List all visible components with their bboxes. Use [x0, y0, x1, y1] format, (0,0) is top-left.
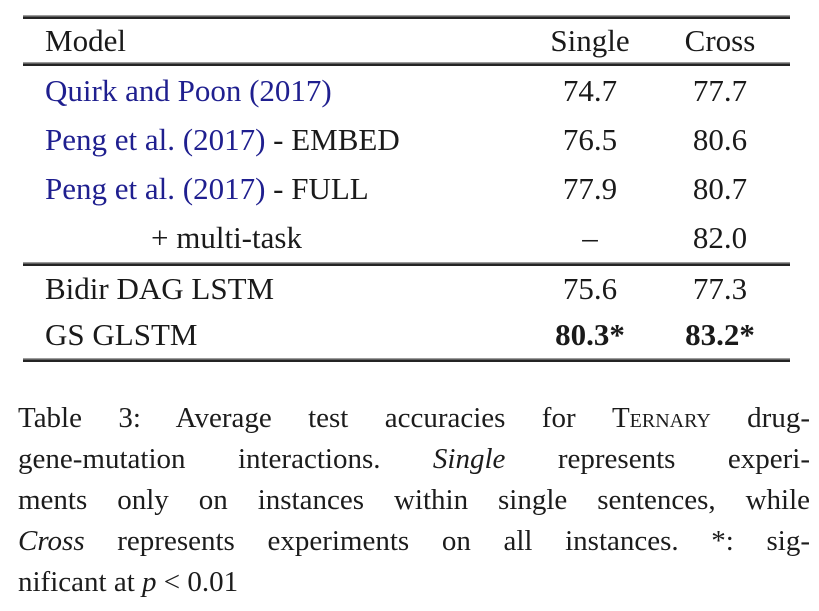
table-caption: Table 3: Average test accuracies for Ter… [18, 398, 810, 603]
cross-value: 77.3 [692, 271, 748, 306]
table-row: GS GLSTM 80.3* 83.2* [23, 312, 790, 358]
cross-value: 80.7 [692, 170, 748, 206]
table-top-rule [23, 15, 790, 19]
caption-line: gene-mutation interactions. Single repre… [18, 439, 810, 480]
caption-smallcaps-ternary: Ternary [611, 402, 711, 434]
model-cell: Peng et al. (2017) - FULL [23, 171, 530, 207]
model-cell: Peng et al. (2017) - EMBED [23, 122, 530, 158]
results-table: Model Single Cross Quirk and Poon (2017)… [23, 15, 790, 362]
single-value: 74.7 [562, 72, 618, 108]
caption-text: Table 3: Average test accuracies for [18, 402, 612, 434]
column-header-cross: Cross [684, 22, 756, 58]
caption-text: < 0.01 [156, 566, 239, 598]
caption-text: ments only on instances within single se… [18, 484, 810, 516]
caption-line: Cross represents experiments on all inst… [18, 521, 810, 562]
caption-line: ments only on instances within single se… [18, 480, 810, 521]
model-cell: + multi-task [23, 220, 530, 256]
table-group-rule [23, 262, 790, 266]
table-header-row: Model Single Cross [23, 19, 790, 62]
model-label: + multi-task [151, 219, 302, 255]
caption-italic-single: Single [432, 443, 506, 475]
single-value: 76.5 [562, 121, 618, 157]
single-value: 75.6 [562, 271, 618, 306]
single-value: 77.9 [562, 170, 618, 206]
caption-italic-p: p [142, 566, 157, 598]
column-header-single: Single [550, 22, 630, 58]
model-label: Bidir DAG LSTM [45, 271, 275, 306]
model-cell: Quirk and Poon (2017) [23, 73, 530, 109]
caption-italic-cross: Cross [18, 525, 85, 557]
single-value: 80.3* [555, 317, 625, 352]
table-header-rule [23, 62, 790, 66]
cross-value: 83.2* [685, 317, 755, 352]
citation-link[interactable]: Peng et al. (2017) [45, 121, 266, 157]
table-row: Bidir DAG LSTM 75.6 77.3 [23, 266, 790, 312]
table-row: Peng et al. (2017) - EMBED 76.5 80.6 [23, 115, 790, 164]
table-row: Quirk and Poon (2017) 74.7 77.7 [23, 66, 790, 115]
citation-link[interactable]: Quirk and Poon (2017) [45, 72, 332, 108]
caption-line: Table 3: Average test accuracies for Ter… [18, 398, 810, 439]
caption-line: nificant at p < 0.01 [18, 562, 810, 603]
caption-text: represents experiments on all instances.… [84, 525, 810, 557]
caption-text: represents experi- [505, 443, 810, 475]
caption-text: nificant at [18, 566, 143, 598]
table-bottom-rule [23, 358, 790, 362]
caption-text: drug- [710, 402, 810, 434]
caption-text: gene-mutation interactions. [18, 443, 433, 475]
model-cell: GS GLSTM [23, 317, 530, 353]
cross-value: 77.7 [692, 72, 748, 108]
single-value: – [582, 219, 598, 255]
model-label: - FULL [265, 170, 369, 206]
column-header-model: Model [45, 22, 126, 58]
cross-value: 80.6 [692, 121, 748, 157]
model-label: - EMBED [265, 121, 400, 157]
table-row: + multi-task – 82.0 [23, 213, 790, 262]
table-row: Peng et al. (2017) - FULL 77.9 80.7 [23, 164, 790, 213]
cross-value: 82.0 [692, 219, 748, 255]
model-label: GS GLSTM [45, 317, 198, 352]
model-cell: Bidir DAG LSTM [23, 271, 530, 307]
citation-link[interactable]: Peng et al. (2017) [45, 170, 266, 206]
